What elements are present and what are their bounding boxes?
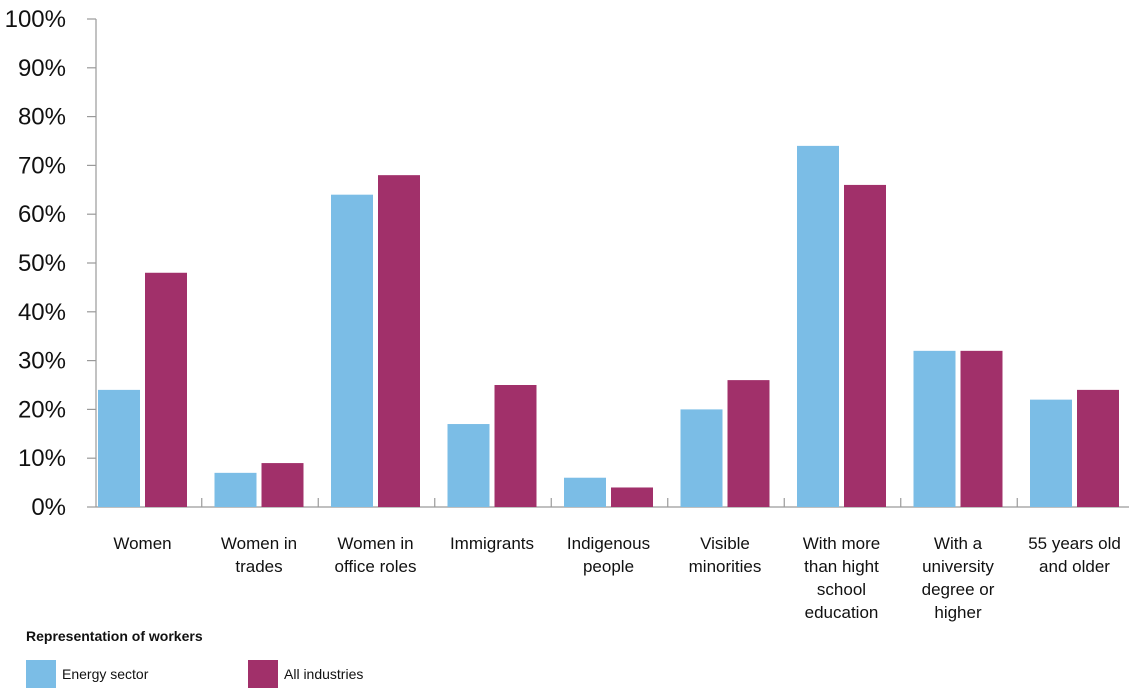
- x-category-label: Indigenous: [567, 534, 650, 553]
- x-category-label: and older: [1039, 557, 1110, 576]
- x-category-label: Women: [113, 534, 171, 553]
- y-tick-label: 90%: [18, 55, 66, 82]
- bar-energy-sector: [214, 472, 257, 507]
- y-tick-label: 10%: [18, 445, 66, 472]
- bar-energy-sector: [447, 424, 490, 507]
- bar-all-industries: [727, 380, 770, 507]
- bar-all-industries: [378, 175, 420, 507]
- y-tick-label: 70%: [18, 152, 66, 179]
- x-category-label: people: [583, 557, 634, 576]
- x-category-label: 55 years old: [1028, 534, 1121, 553]
- bar-all-industries: [494, 385, 537, 507]
- y-tick-label: 20%: [18, 396, 66, 423]
- x-category-label: minorities: [689, 557, 762, 576]
- x-category-label: higher: [934, 603, 982, 622]
- bar-all-industries: [960, 350, 1003, 507]
- x-category-label: Immigrants: [450, 534, 534, 553]
- y-tick-label: 0%: [31, 494, 66, 521]
- bar-energy-sector: [98, 389, 140, 507]
- y-tick-label: 50%: [18, 250, 66, 277]
- bar-energy-sector: [564, 477, 606, 507]
- x-category-label: school: [817, 580, 866, 599]
- x-category-label: With more: [803, 534, 880, 553]
- x-category-label: than hight: [804, 557, 879, 576]
- legend-label-all-industries: All industries: [284, 666, 364, 682]
- bar-all-industries: [261, 463, 304, 507]
- legend-swatch-energy-sector: [26, 660, 56, 688]
- bar-energy-sector: [1030, 399, 1072, 507]
- x-category-label: With a: [934, 534, 983, 553]
- legend-title: Representation of workers: [26, 628, 203, 644]
- bar-all-industries: [844, 184, 886, 508]
- x-category-label: university: [922, 557, 994, 576]
- bar-energy-sector: [680, 409, 723, 507]
- x-category-label: Visible: [700, 534, 750, 553]
- bar-energy-sector: [913, 350, 956, 507]
- x-category-label: Women in: [337, 534, 413, 553]
- y-tick-label: 100%: [5, 6, 66, 33]
- y-tick-label: 30%: [18, 348, 66, 375]
- y-tick-label: 40%: [18, 299, 66, 326]
- y-tick-label: 80%: [18, 104, 66, 131]
- x-category-label: trades: [235, 557, 282, 576]
- x-category-label: Women in: [221, 534, 297, 553]
- bar-energy-sector: [797, 145, 839, 507]
- legend: Representation of workers Energy sector …: [26, 628, 626, 688]
- bar-energy-sector: [331, 194, 373, 507]
- bar-all-industries: [145, 272, 187, 507]
- y-tick-label: 60%: [18, 201, 66, 228]
- bar-all-industries: [611, 487, 653, 507]
- x-category-label: office roles: [335, 557, 417, 576]
- bar-all-industries: [1077, 389, 1119, 507]
- legend-swatch-all-industries: [248, 660, 278, 688]
- x-category-label: education: [805, 603, 879, 622]
- legend-label-energy-sector: Energy sector: [62, 666, 149, 682]
- x-category-label: degree or: [922, 580, 995, 599]
